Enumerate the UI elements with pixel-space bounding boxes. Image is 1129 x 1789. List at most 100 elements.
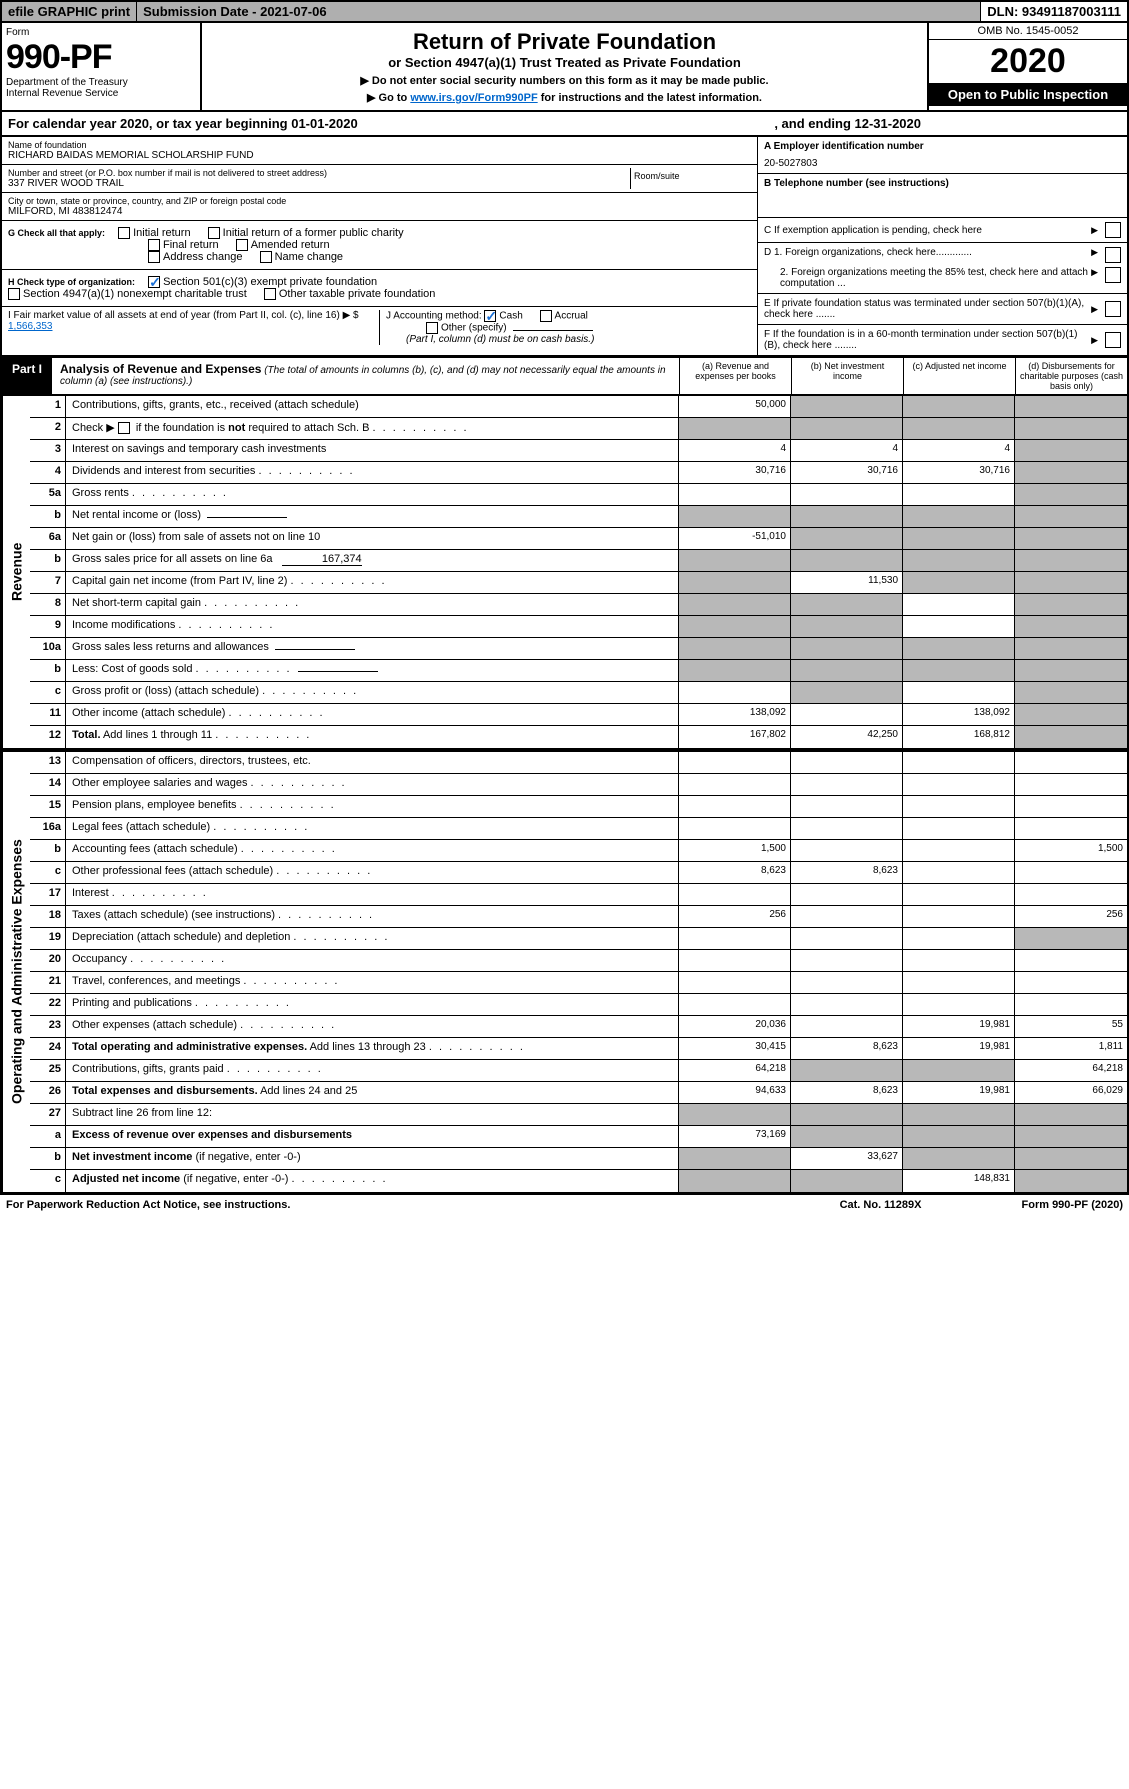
j-note: (Part I, column (d) must be on cash basi… <box>406 334 594 345</box>
cash-opt[interactable]: Cash <box>484 310 522 322</box>
cell-b <box>791 884 903 905</box>
checkbox-icon[interactable] <box>1105 332 1121 348</box>
col-b-head: (b) Net investment income <box>791 358 903 394</box>
row-7: 7Capital gain net income (from Part IV, … <box>30 572 1127 594</box>
line-num: c <box>30 1170 66 1192</box>
entity-right: A Employer identification number 20-5027… <box>757 137 1127 355</box>
line-desc: Net investment income (if negative, ente… <box>66 1148 679 1169</box>
row-5b: bNet rental income or (loss) <box>30 506 1127 528</box>
i-label: I Fair market value of all assets at end… <box>8 310 359 321</box>
dept-treasury: Department of the Treasury <box>6 77 196 88</box>
header-right: OMB No. 1545-0052 2020 Open to Public In… <box>927 23 1127 110</box>
row-14: 14Other employee salaries and wages <box>30 774 1127 796</box>
desc-text: Income modifications <box>72 619 175 631</box>
arrow-icon <box>1091 267 1098 289</box>
cell-d <box>1015 928 1127 949</box>
cell-c <box>903 972 1015 993</box>
cell-b <box>791 796 903 817</box>
cell-d: 1,500 <box>1015 840 1127 861</box>
cell-a: 4 <box>679 440 791 461</box>
efile-print-button[interactable]: efile GRAPHIC print <box>2 2 137 21</box>
cell-a <box>679 818 791 839</box>
address-row: Number and street (or P.O. box number if… <box>2 165 757 193</box>
checkbox-icon <box>208 227 220 239</box>
cell-a <box>679 682 791 703</box>
name-change-opt[interactable]: Name change <box>260 251 344 263</box>
line-num: 14 <box>30 774 66 795</box>
cell-b <box>791 818 903 839</box>
4947-opt[interactable]: Section 4947(a)(1) nonexempt charitable … <box>8 288 247 300</box>
cell-c <box>903 572 1015 593</box>
arrow-icon <box>1091 304 1098 315</box>
501c3-opt[interactable]: Section 501(c)(3) exempt private foundat… <box>148 276 377 288</box>
line-desc: Net gain or (loss) from sale of assets n… <box>66 528 679 549</box>
line-num: 25 <box>30 1060 66 1081</box>
room-label: Room/suite <box>634 171 748 181</box>
cell-c <box>903 1060 1015 1081</box>
row-17: 17Interest <box>30 884 1127 906</box>
line-desc: Gross rents <box>66 484 679 505</box>
cell-b <box>791 638 903 659</box>
ij-row: I Fair market value of all assets at end… <box>2 307 757 348</box>
cell-a <box>679 972 791 993</box>
line-num: 12 <box>30 726 66 748</box>
row-27b: bNet investment income (if negative, ent… <box>30 1148 1127 1170</box>
name-label: Name of foundation <box>8 140 751 150</box>
initial-former-opt[interactable]: Initial return of a former public charit… <box>208 227 404 239</box>
row-27a: aExcess of revenue over expenses and dis… <box>30 1126 1127 1148</box>
line-desc: Net rental income or (loss) <box>66 506 679 527</box>
line-desc: Contributions, gifts, grants, etc., rece… <box>66 396 679 417</box>
checkbox-icon[interactable] <box>1105 267 1121 283</box>
line-desc: Capital gain net income (from Part IV, l… <box>66 572 679 593</box>
line-num: 16a <box>30 818 66 839</box>
checkbox-icon <box>260 251 272 263</box>
cell-a: 256 <box>679 906 791 927</box>
cell-a <box>679 484 791 505</box>
revenue-rows: 1Contributions, gifts, grants, etc., rec… <box>30 396 1127 748</box>
line-num: 23 <box>30 1016 66 1037</box>
accrual-opt[interactable]: Accrual <box>540 310 588 322</box>
line-desc: Occupancy <box>66 950 679 971</box>
g-label: G Check all that apply: <box>8 228 105 238</box>
irs-label: Internal Revenue Service <box>6 88 196 99</box>
cell-c <box>903 1104 1015 1125</box>
cell-a <box>679 418 791 439</box>
checkbox-icon[interactable] <box>1105 247 1121 263</box>
cell-a: 73,169 <box>679 1126 791 1147</box>
line-num: c <box>30 682 66 703</box>
line-num: 21 <box>30 972 66 993</box>
tel-cell: B Telephone number (see instructions) <box>758 174 1127 218</box>
cell-b <box>791 1170 903 1192</box>
cell-b <box>791 774 903 795</box>
4947-label: Section 4947(a)(1) nonexempt charitable … <box>23 288 247 300</box>
501c3-label: Section 501(c)(3) exempt private foundat… <box>163 276 377 288</box>
initial-return-opt[interactable]: Initial return <box>118 227 190 239</box>
amended-opt[interactable]: Amended return <box>236 239 330 251</box>
checkbox-icon[interactable] <box>1105 301 1121 317</box>
desc-text: Dividends and interest from securities <box>72 465 255 477</box>
cell-d: 256 <box>1015 906 1127 927</box>
part1-title: Analysis of Revenue and Expenses <box>60 362 261 376</box>
fmv-value[interactable]: 1,566,353 <box>8 321 53 332</box>
addr-change-opt[interactable]: Address change <box>148 251 243 263</box>
cell-d <box>1015 950 1127 971</box>
cell-a: 94,633 <box>679 1082 791 1103</box>
name-change-label: Name change <box>275 251 344 263</box>
checkbox-icon[interactable] <box>118 422 130 434</box>
cell-b <box>791 506 903 527</box>
cell-d <box>1015 638 1127 659</box>
form-label: Form <box>6 27 196 38</box>
other-taxable-opt[interactable]: Other taxable private foundation <box>264 288 436 300</box>
cell-a: 1,500 <box>679 840 791 861</box>
irs-link[interactable]: www.irs.gov/Form990PF <box>410 92 537 104</box>
line-desc: Total expenses and disbursements. Add li… <box>66 1082 679 1103</box>
cell-a <box>679 1148 791 1169</box>
c-exemption: C If exemption application is pending, c… <box>758 218 1127 243</box>
final-return-opt[interactable]: Final return <box>148 239 219 251</box>
line-desc: Subtract line 26 from line 12: <box>66 1104 679 1125</box>
cell-b <box>791 950 903 971</box>
row-16a: 16aLegal fees (attach schedule) <box>30 818 1127 840</box>
line-desc: Gross sales less returns and allowances <box>66 638 679 659</box>
other-method-opt[interactable]: Other (specify) <box>426 322 593 334</box>
checkbox-icon[interactable] <box>1105 222 1121 238</box>
